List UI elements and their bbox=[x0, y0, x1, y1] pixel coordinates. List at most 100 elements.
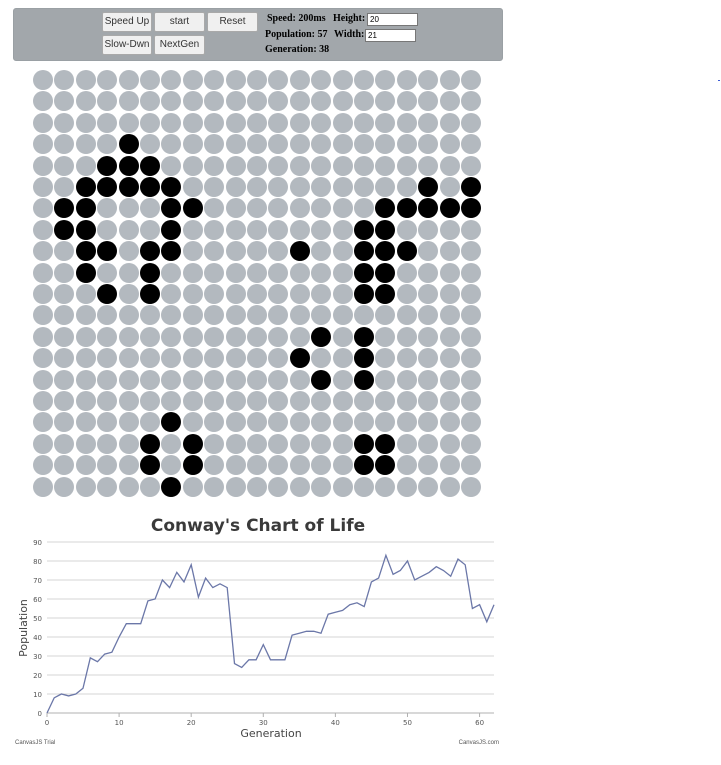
cell-dead[interactable] bbox=[439, 433, 460, 454]
cell-dead[interactable] bbox=[332, 412, 353, 433]
cell-dead[interactable] bbox=[439, 112, 460, 133]
cell-dead[interactable] bbox=[182, 369, 203, 390]
cell-dead[interactable] bbox=[225, 305, 246, 326]
cell-dead[interactable] bbox=[75, 91, 96, 112]
cell-dead[interactable] bbox=[54, 455, 75, 476]
cell-dead[interactable] bbox=[311, 455, 332, 476]
cell-alive[interactable] bbox=[140, 177, 160, 197]
cell-dead[interactable] bbox=[118, 198, 139, 219]
cell-dead[interactable] bbox=[289, 219, 310, 240]
cell-dead[interactable] bbox=[461, 476, 481, 497]
cell-dead[interactable] bbox=[204, 70, 225, 90]
cell-dead[interactable] bbox=[225, 262, 246, 283]
cell-dead[interactable] bbox=[418, 412, 439, 433]
cell-dead[interactable] bbox=[118, 241, 139, 262]
cell-dead[interactable] bbox=[375, 134, 396, 155]
cell-dead[interactable] bbox=[54, 326, 75, 347]
cell-dead[interactable] bbox=[461, 70, 481, 90]
cell-dead[interactable] bbox=[396, 134, 417, 155]
cell-dead[interactable] bbox=[332, 112, 353, 133]
cell-dead[interactable] bbox=[461, 391, 481, 411]
cell-dead[interactable] bbox=[204, 155, 225, 176]
cell-dead[interactable] bbox=[204, 219, 225, 240]
cell-dead[interactable] bbox=[140, 369, 160, 390]
cell-dead[interactable] bbox=[204, 412, 225, 433]
cell-dead[interactable] bbox=[418, 369, 439, 390]
cell-dead[interactable] bbox=[97, 369, 118, 390]
cell-dead[interactable] bbox=[418, 91, 439, 112]
cell-dead[interactable] bbox=[33, 284, 53, 304]
cell-dead[interactable] bbox=[289, 455, 310, 476]
cell-alive[interactable] bbox=[461, 198, 481, 219]
cell-dead[interactable] bbox=[247, 91, 267, 112]
cell-dead[interactable] bbox=[33, 412, 53, 433]
cell-dead[interactable] bbox=[396, 433, 417, 454]
cell-dead[interactable] bbox=[375, 177, 396, 197]
cell-dead[interactable] bbox=[396, 326, 417, 347]
cell-alive[interactable] bbox=[97, 155, 118, 176]
cell-alive[interactable] bbox=[75, 262, 96, 283]
cell-dead[interactable] bbox=[289, 155, 310, 176]
cell-alive[interactable] bbox=[289, 241, 310, 262]
cell-dead[interactable] bbox=[247, 284, 267, 304]
cell-dead[interactable] bbox=[354, 391, 374, 411]
cell-dead[interactable] bbox=[97, 198, 118, 219]
cell-dead[interactable] bbox=[396, 476, 417, 497]
cell-dead[interactable] bbox=[140, 198, 160, 219]
cell-dead[interactable] bbox=[33, 305, 53, 326]
cell-dead[interactable] bbox=[461, 412, 481, 433]
cell-dead[interactable] bbox=[75, 284, 96, 304]
cell-dead[interactable] bbox=[75, 455, 96, 476]
cell-dead[interactable] bbox=[75, 326, 96, 347]
cell-dead[interactable] bbox=[354, 155, 374, 176]
cell-dead[interactable] bbox=[396, 219, 417, 240]
cell-alive[interactable] bbox=[354, 219, 374, 240]
slow-down-button[interactable]: Slow-Dwn bbox=[102, 35, 152, 55]
cell-dead[interactable] bbox=[461, 348, 481, 369]
cell-dead[interactable] bbox=[439, 241, 460, 262]
cell-dead[interactable] bbox=[289, 91, 310, 112]
cell-dead[interactable] bbox=[268, 112, 289, 133]
cell-dead[interactable] bbox=[289, 112, 310, 133]
cell-dead[interactable] bbox=[396, 155, 417, 176]
cell-dead[interactable] bbox=[268, 262, 289, 283]
cell-dead[interactable] bbox=[33, 369, 53, 390]
cell-dead[interactable] bbox=[289, 391, 310, 411]
cell-dead[interactable] bbox=[268, 219, 289, 240]
cell-dead[interactable] bbox=[33, 70, 53, 90]
cell-dead[interactable] bbox=[439, 369, 460, 390]
cell-alive[interactable] bbox=[418, 177, 439, 197]
cell-dead[interactable] bbox=[332, 91, 353, 112]
cell-dead[interactable] bbox=[161, 70, 182, 90]
cell-dead[interactable] bbox=[182, 70, 203, 90]
cell-dead[interactable] bbox=[268, 241, 289, 262]
cell-dead[interactable] bbox=[311, 262, 332, 283]
cell-dead[interactable] bbox=[311, 305, 332, 326]
cell-alive[interactable] bbox=[311, 369, 332, 390]
cell-alive[interactable] bbox=[118, 177, 139, 197]
cell-alive[interactable] bbox=[118, 134, 139, 155]
cell-dead[interactable] bbox=[118, 262, 139, 283]
cell-dead[interactable] bbox=[418, 70, 439, 90]
cell-dead[interactable] bbox=[418, 433, 439, 454]
cell-dead[interactable] bbox=[97, 112, 118, 133]
cell-dead[interactable] bbox=[418, 134, 439, 155]
cell-dead[interactable] bbox=[140, 219, 160, 240]
cell-dead[interactable] bbox=[33, 112, 53, 133]
cell-dead[interactable] bbox=[354, 305, 374, 326]
cell-dead[interactable] bbox=[118, 112, 139, 133]
cell-dead[interactable] bbox=[247, 391, 267, 411]
cell-dead[interactable] bbox=[33, 177, 53, 197]
cell-dead[interactable] bbox=[54, 155, 75, 176]
cell-dead[interactable] bbox=[332, 219, 353, 240]
cell-dead[interactable] bbox=[54, 348, 75, 369]
cell-dead[interactable] bbox=[439, 455, 460, 476]
cell-dead[interactable] bbox=[33, 433, 53, 454]
cell-dead[interactable] bbox=[289, 326, 310, 347]
cell-dead[interactable] bbox=[161, 433, 182, 454]
cell-dead[interactable] bbox=[225, 476, 246, 497]
cell-dead[interactable] bbox=[332, 155, 353, 176]
cell-dead[interactable] bbox=[97, 326, 118, 347]
cell-dead[interactable] bbox=[311, 219, 332, 240]
cell-dead[interactable] bbox=[396, 70, 417, 90]
